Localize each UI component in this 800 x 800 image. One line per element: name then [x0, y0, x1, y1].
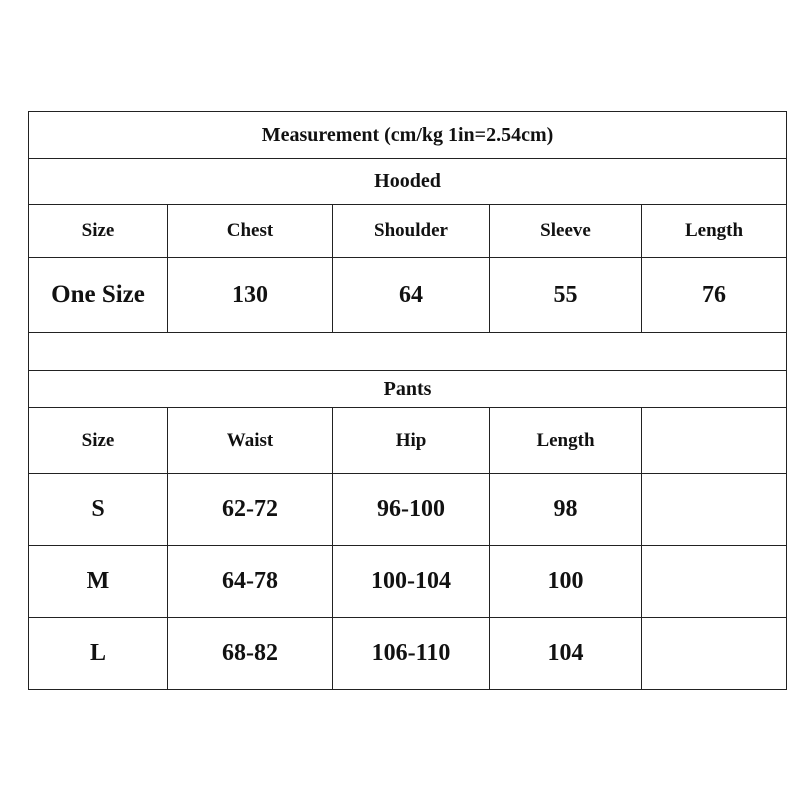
header-cell: Sleeve	[489, 204, 642, 258]
cell	[640, 473, 788, 546]
cell: 98	[489, 473, 642, 546]
section-hooded: Hooded	[27, 158, 788, 205]
table-title: Measurement (cm/kg 1in=2.54cm)	[27, 111, 788, 159]
size-chart-table: Measurement (cm/kg 1in=2.54cm) Hooded Si…	[27, 111, 788, 690]
cell	[640, 545, 788, 618]
spacer-row	[27, 332, 788, 371]
cell: 76	[640, 257, 788, 333]
cell: 130	[167, 257, 333, 333]
cell: M	[28, 545, 168, 618]
table-row: L 68-82 106-110 104	[28, 617, 788, 690]
header-cell: Chest	[167, 204, 333, 258]
cell: 55	[489, 257, 642, 333]
cell	[640, 617, 788, 690]
header-cell: Size	[28, 204, 168, 258]
table-row: M 64-78 100-104 100	[28, 545, 788, 618]
header-cell	[640, 407, 788, 474]
header-cell: Hip	[332, 407, 490, 474]
header-cell: Size	[28, 407, 168, 474]
hooded-header-row: Size Chest Shoulder Sleeve Length	[28, 204, 788, 258]
cell: 106-110	[332, 617, 490, 690]
cell: 96-100	[332, 473, 490, 546]
cell: One Size	[28, 257, 168, 333]
pants-header-row: Size Waist Hip Length	[28, 407, 788, 474]
cell: 100	[489, 545, 642, 618]
table-row: One Size 130 64 55 76	[28, 257, 788, 333]
cell: L	[28, 617, 168, 690]
cell: 62-72	[167, 473, 333, 546]
cell: 64	[332, 257, 490, 333]
cell: 100-104	[332, 545, 490, 618]
header-cell: Length	[640, 204, 788, 258]
cell: 104	[489, 617, 642, 690]
header-cell: Shoulder	[332, 204, 490, 258]
table-row: S 62-72 96-100 98	[28, 473, 788, 546]
cell: S	[28, 473, 168, 546]
section-pants: Pants	[27, 370, 788, 408]
cell: 68-82	[167, 617, 333, 690]
header-cell: Length	[489, 407, 642, 474]
header-cell: Waist	[167, 407, 333, 474]
cell: 64-78	[167, 545, 333, 618]
